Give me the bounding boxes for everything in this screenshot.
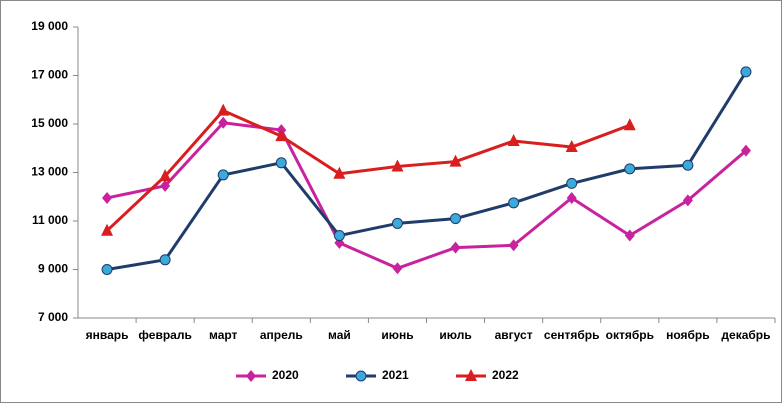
- data-point: [275, 129, 288, 142]
- x-tick-label: январь: [86, 328, 129, 342]
- x-tick-label: декабрь: [721, 328, 770, 342]
- data-point: [682, 194, 693, 207]
- y-tick-label: 7 000: [38, 310, 68, 324]
- data-point: [333, 166, 346, 179]
- x-tick-label: август: [495, 328, 533, 342]
- data-point: [391, 159, 404, 172]
- y-tick-label: 19 000: [31, 19, 68, 33]
- y-tick-label: 9 000: [38, 262, 68, 276]
- data-point: [333, 230, 345, 242]
- data-point: [159, 254, 171, 266]
- data-point: [682, 159, 694, 171]
- y-tick-label: 15 000: [31, 116, 68, 130]
- data-point: [449, 154, 462, 167]
- x-tick-label: май: [328, 328, 351, 342]
- legend-label: 2020: [272, 368, 299, 382]
- data-point: [217, 103, 230, 116]
- data-point: [101, 264, 113, 275]
- data-point: [275, 157, 287, 169]
- x-tick-label: апрель: [260, 328, 303, 342]
- data-point: [508, 239, 519, 252]
- x-tick-label: июнь: [381, 328, 413, 342]
- data-point: [624, 163, 636, 175]
- legend-label: 2021: [382, 368, 409, 382]
- x-tick-label: сентябрь: [544, 328, 600, 342]
- y-tick-label: 11 000: [32, 213, 68, 227]
- x-tick-label: октябрь: [606, 328, 654, 342]
- x-tick-label: ноябрь: [666, 328, 710, 342]
- legend-marker: [246, 370, 256, 382]
- data-point: [101, 223, 114, 236]
- data-point: [391, 217, 403, 229]
- legend-marker: [465, 369, 477, 381]
- x-tick-label: март: [209, 328, 238, 342]
- data-point: [218, 116, 229, 129]
- data-point: [623, 118, 636, 131]
- series-line: [106, 109, 631, 232]
- data-point: [159, 169, 172, 182]
- data-point: [217, 169, 229, 181]
- series-line: [106, 71, 748, 271]
- y-tick-label: 13 000: [31, 165, 68, 179]
- data-point: [507, 133, 520, 146]
- data-point: [624, 229, 635, 242]
- data-point: [566, 191, 577, 204]
- data-point: [160, 179, 171, 192]
- legend-marker: [355, 370, 367, 382]
- x-tick-label: июль: [439, 328, 471, 342]
- data-point: [740, 144, 751, 157]
- legend-label: 2022: [492, 368, 519, 382]
- data-point: [508, 197, 520, 209]
- data-point: [450, 241, 461, 254]
- series-line: [106, 121, 747, 270]
- data-point: [740, 66, 752, 78]
- data-point: [566, 177, 578, 189]
- data-point: [102, 191, 113, 204]
- data-point: [565, 140, 578, 153]
- data-point: [450, 213, 462, 225]
- y-tick-label: 17 000: [31, 68, 68, 82]
- x-tick-label: февраль: [138, 328, 191, 342]
- data-point: [392, 262, 403, 275]
